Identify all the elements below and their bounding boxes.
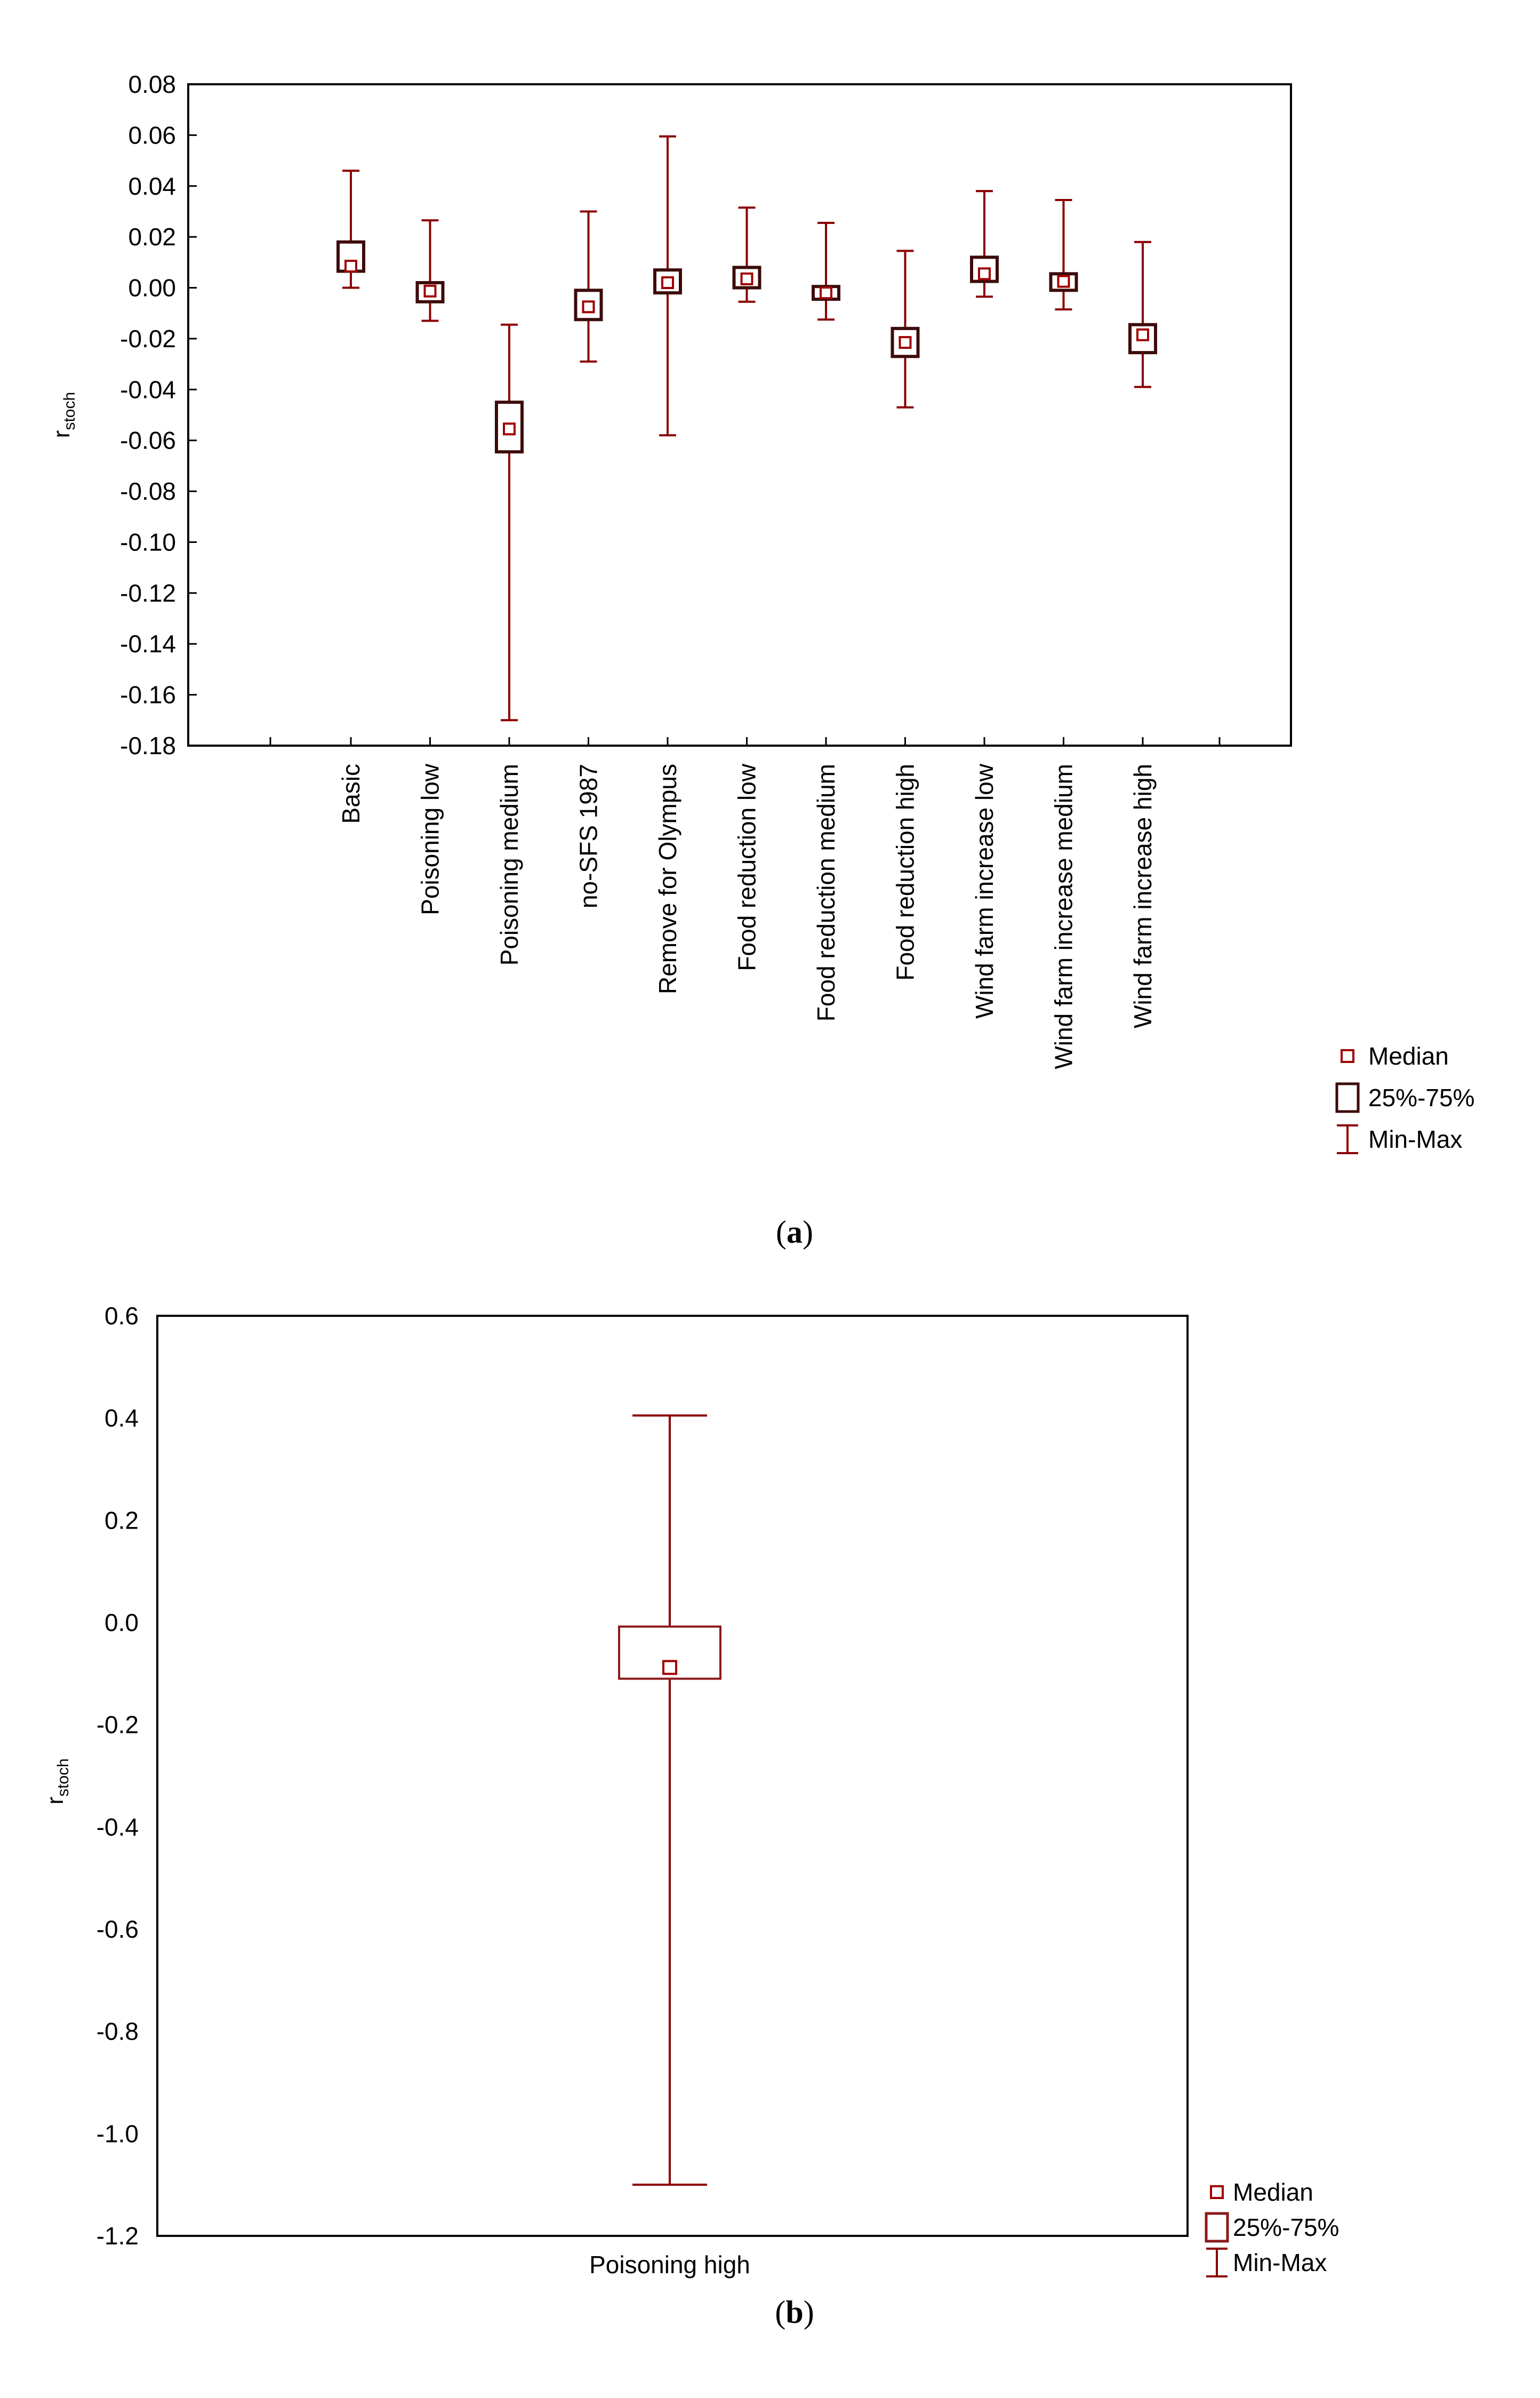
y-tick-label: 0.02 — [128, 223, 176, 251]
y-axis-label-sub-b: stoch — [54, 1758, 72, 1797]
y-tick-label: 0.0 — [105, 1609, 139, 1636]
iqr-box — [574, 289, 603, 322]
y-tick-label: -0.12 — [120, 579, 176, 607]
legend-label: 25%-75% — [1233, 2213, 1339, 2241]
chart-panel-b: 0.6 0.4 0.2 0.0 -0.2 -0.4 -0.6 -0.8 -1.0 -1.2 Poi… — [42, 1302, 1339, 2279]
x-category-label: Wind farm increase high — [1129, 764, 1157, 1028]
x-category-label: Food reduction medium — [812, 764, 840, 1021]
x-category-label: Food reduction low — [733, 763, 761, 971]
median-marker — [899, 336, 912, 349]
boxplot-item — [970, 190, 999, 298]
x-category-label: Basic — [337, 764, 365, 824]
median-marker — [503, 422, 516, 436]
boxplot-marks-b — [618, 1414, 721, 2186]
y-tick-label: -0.2 — [97, 1711, 139, 1739]
boxplot-item — [653, 135, 682, 437]
legend-label: Min-Max — [1368, 1125, 1462, 1153]
median-marker — [740, 272, 753, 285]
y-tick-label: -0.04 — [120, 375, 176, 403]
y-axis-label-sub-a: stoch — [61, 392, 78, 430]
median-marker — [582, 300, 595, 314]
y-tick-label: -1.0 — [97, 2120, 139, 2147]
legend-box-icon — [1335, 1082, 1360, 1113]
y-tick-label: 0.6 — [105, 1302, 139, 1330]
chart-panel-a: 0.08 0.06 0.04 0.02 0.00 -0.02 -0.04 -0.06 -0.08… — [49, 70, 1474, 1154]
y-tick-label: 0.4 — [105, 1404, 139, 1432]
median-marker — [1057, 275, 1070, 288]
legend-label: Median — [1233, 2178, 1313, 2206]
x-category-label: Wind farm increase low — [970, 763, 998, 1019]
median-marker — [1136, 328, 1149, 341]
legend-median-icon — [1210, 2185, 1224, 2199]
y-axis-label-main-b: r — [42, 1797, 68, 1805]
y-tick-label: 0.06 — [128, 121, 176, 149]
median-marker — [820, 286, 832, 300]
y-axis-label-a: rstoch — [49, 392, 78, 438]
panel-label-a: (a) — [776, 1214, 813, 1250]
x-category-label: Remove for Olympus — [654, 764, 681, 994]
y-axis-label-b: rstoch — [42, 1758, 72, 1804]
median-marker — [344, 260, 357, 273]
y-tick-label: 0.2 — [105, 1506, 139, 1534]
y-tick-label: -1.2 — [97, 2222, 139, 2250]
y-tick-label: 0.00 — [128, 274, 176, 302]
panel-label-b-letter: b — [785, 2295, 803, 2330]
median-marker — [662, 1660, 677, 1675]
y-tick-label: -0.18 — [120, 732, 176, 760]
boxplot-item — [812, 221, 840, 321]
x-axis-a: Basic Poisoning low Poisoning medium no-SFS… — [269, 737, 1221, 1069]
legend-median-icon — [1341, 1049, 1354, 1063]
x-category-label: Poisoning high — [589, 2251, 750, 2279]
panel-label-b: (b) — [775, 2295, 814, 2330]
y-tick-label: -0.16 — [120, 681, 176, 709]
x-category-label: Poisoning low — [416, 763, 444, 915]
y-tick-label: -0.14 — [120, 630, 176, 658]
boxplot-item — [732, 206, 761, 303]
legend-label: 25%-75% — [1368, 1084, 1474, 1112]
legend-label: Min-Max — [1233, 2249, 1327, 2276]
x-category-label: no-SFS 1987 — [575, 764, 603, 908]
y-tick-label: -0.02 — [120, 325, 176, 353]
y-tick-label: -0.4 — [97, 1813, 139, 1841]
x-axis-b: Poisoning high — [589, 2251, 750, 2279]
plot-frame-b — [156, 1315, 1189, 2237]
median-marker — [978, 267, 991, 281]
legend-box-icon — [1205, 2212, 1229, 2243]
legend-a: Median 25%-75% Min-Max — [1335, 1042, 1474, 1154]
y-tick-label: 0.08 — [128, 70, 176, 98]
y-axis-a: 0.08 0.06 0.04 0.02 0.00 -0.02 -0.04 -0.06 -0.08… — [120, 70, 197, 760]
y-axis-label-main-a: r — [49, 430, 75, 438]
x-category-label: Wind farm increase medium — [1050, 764, 1078, 1069]
y-tick-label: -0.10 — [120, 528, 176, 556]
median-marker — [661, 276, 674, 289]
boxplot-item — [1049, 199, 1078, 311]
boxplot-item — [336, 170, 365, 289]
y-tick-label: -0.08 — [120, 477, 176, 505]
legend-b: Median 25%-75% Min-Max — [1205, 2178, 1339, 2277]
boxplot-item — [495, 323, 524, 722]
plot-frame-a — [187, 83, 1292, 747]
boxplot-item — [891, 250, 920, 409]
median-marker — [423, 284, 437, 298]
x-category-label: Poisoning medium — [495, 764, 523, 965]
legend-minmax-icon — [1206, 2248, 1228, 2277]
boxplot-item — [1128, 241, 1157, 388]
y-tick-label: 0.04 — [128, 172, 176, 200]
boxplot-item — [618, 1414, 721, 2186]
panel-label-a-letter: a — [787, 1214, 803, 1250]
boxplot-item — [415, 219, 445, 322]
boxplot-marks-a — [336, 135, 1157, 722]
y-tick-label: -0.8 — [97, 2018, 139, 2045]
legend-minmax-icon — [1337, 1124, 1358, 1154]
x-category-label: Food reduction high — [892, 764, 919, 981]
boxplot-item — [574, 210, 603, 363]
legend-label: Median — [1368, 1042, 1449, 1070]
y-tick-label: -0.06 — [120, 427, 176, 454]
y-axis-b: 0.6 0.4 0.2 0.0 -0.2 -0.4 -0.6 -0.8 -1.0 -1.2 — [97, 1302, 139, 2250]
y-tick-label: -0.6 — [97, 1915, 139, 1943]
